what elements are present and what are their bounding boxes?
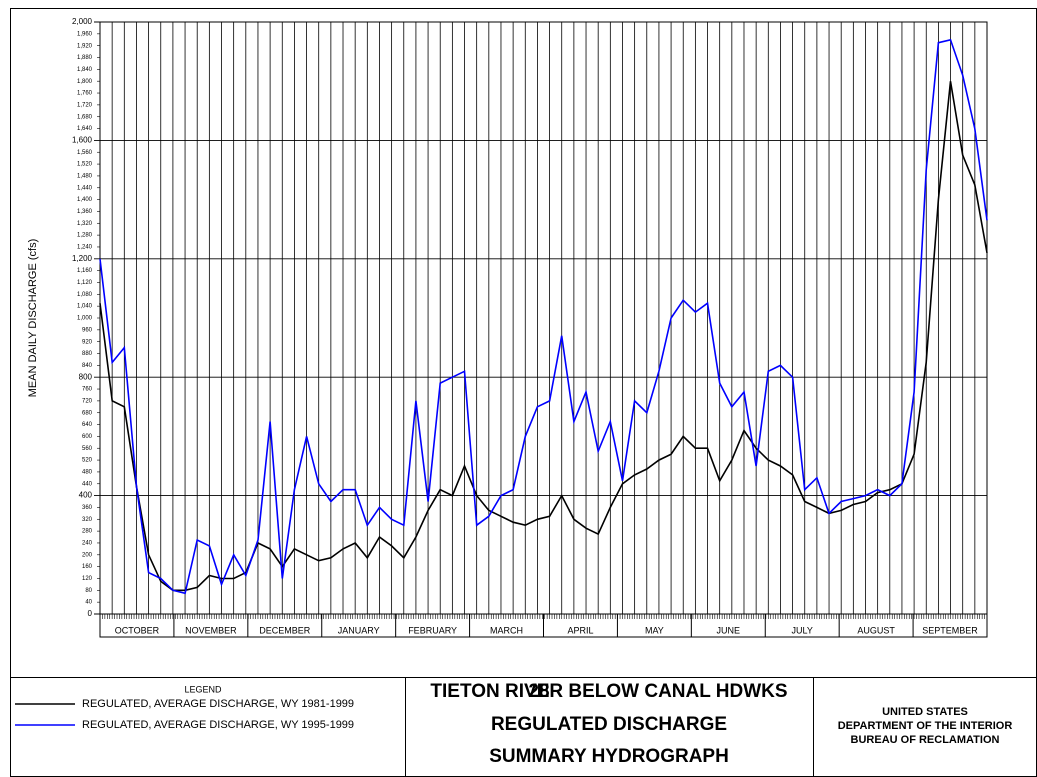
x-tick-label: APRIL	[567, 625, 593, 635]
y-tick-label: 760	[82, 387, 93, 393]
legend-label: REGULATED, AVERAGE DISCHARGE, WY 1995-19…	[82, 719, 354, 731]
y-tick-label: 1,400	[77, 197, 93, 203]
series-line	[99, 81, 988, 592]
y-tick-label: 1,280	[77, 233, 93, 239]
y-tick-label: 1,080	[77, 292, 93, 298]
y-tick-label: 1,960	[77, 31, 93, 37]
legend-title: LEGEND	[184, 684, 222, 694]
title: REGULATED DISCHARGE	[491, 714, 727, 735]
series-line	[99, 38, 988, 595]
y-tick-label: 1,040	[77, 304, 93, 310]
agency: BUREAU OF RECLAMATION	[851, 734, 1000, 746]
y-tick-label: 1,360	[77, 209, 93, 215]
y-tick-label: 1,000	[77, 316, 93, 322]
x-tick-label: AUGUST	[857, 625, 895, 635]
y-tick-label: 440	[82, 481, 93, 487]
y-tick-label: 840	[82, 363, 93, 369]
legend-label: REGULATED, AVERAGE DISCHARGE, WY 1981-19…	[82, 698, 354, 710]
y-tick-label: 920	[82, 339, 93, 345]
x-tick-label: JULY	[792, 625, 813, 635]
y-tick-label: 480	[82, 469, 93, 475]
y-tick-label: 200	[82, 552, 93, 558]
y-tick-label: 1,520	[77, 162, 93, 168]
y-tick-label: 400	[79, 491, 93, 500]
y-tick-label: 880	[82, 351, 93, 357]
x-tick-label: DECEMBER	[259, 625, 311, 635]
y-tick-label: 360	[82, 505, 93, 511]
y-tick-label: 240	[82, 541, 93, 547]
y-tick-label: 640	[82, 422, 93, 428]
title: TIETON RIVER BELOW CANAL HDWKS	[430, 681, 787, 702]
y-tick-label: 1,480	[77, 173, 93, 179]
x-tick-label: JANUARY	[338, 625, 380, 635]
y-tick-label: 1,160	[77, 268, 93, 274]
y-tick-label: 1,240	[77, 245, 93, 251]
y-tick-label: 1,640	[77, 126, 93, 132]
y-tick-label: 1,120	[77, 280, 93, 286]
x-tick-label: JUNE	[717, 625, 741, 635]
agency: DEPARTMENT OF THE INTERIOR	[838, 720, 1013, 732]
y-tick-label: 1,320	[77, 221, 93, 227]
y-tick-label: 120	[82, 576, 93, 582]
agency: UNITED STATES	[882, 706, 968, 718]
y-tick-label: 320	[82, 517, 93, 523]
frame	[10, 8, 1037, 777]
y-tick-label: 2,000	[72, 17, 93, 26]
x-tick-label: NOVEMBER	[185, 625, 237, 635]
y-tick-label: 40	[85, 600, 92, 606]
y-tick-label: 720	[82, 398, 93, 404]
y-tick-label: 1,600	[72, 136, 93, 145]
y-tick-label: 960	[82, 327, 93, 333]
y-tick-label: 280	[82, 529, 93, 535]
y-tick-label: 1,200	[72, 254, 93, 263]
y-tick-label: 600	[82, 434, 93, 440]
y-tick-label: 1,760	[77, 91, 93, 97]
y-tick-label: 1,720	[77, 102, 93, 108]
y-tick-label: 680	[82, 410, 93, 416]
y-tick-label: 0	[88, 609, 93, 618]
x-tick-label: FEBRUARY	[408, 625, 457, 635]
y-tick-label: 80	[85, 588, 92, 594]
y-tick-label: 800	[79, 372, 93, 381]
station-number: 28	[528, 681, 549, 702]
x-tick-label: OCTOBER	[115, 625, 160, 635]
y-tick-label: 1,920	[77, 43, 93, 49]
y-tick-label: 1,840	[77, 67, 93, 73]
x-tick-label: MARCH	[490, 625, 523, 635]
y-axis-label: MEAN DAILY DISCHARGE (cfs)	[27, 239, 39, 398]
y-tick-label: 1,440	[77, 185, 93, 191]
y-tick-label: 1,560	[77, 150, 93, 156]
plot-frame	[99, 21, 988, 615]
title: SUMMARY HYDROGRAPH	[489, 746, 729, 767]
x-tick-label: MAY	[645, 625, 664, 635]
y-tick-label: 1,680	[77, 114, 93, 120]
y-tick-label: 1,800	[77, 79, 93, 85]
y-tick-label: 1,880	[77, 55, 93, 61]
y-tick-label: 560	[82, 446, 93, 452]
y-tick-label: 160	[82, 564, 93, 570]
x-tick-label: SEPTEMBER	[922, 625, 978, 635]
y-tick-label: 520	[82, 458, 93, 464]
